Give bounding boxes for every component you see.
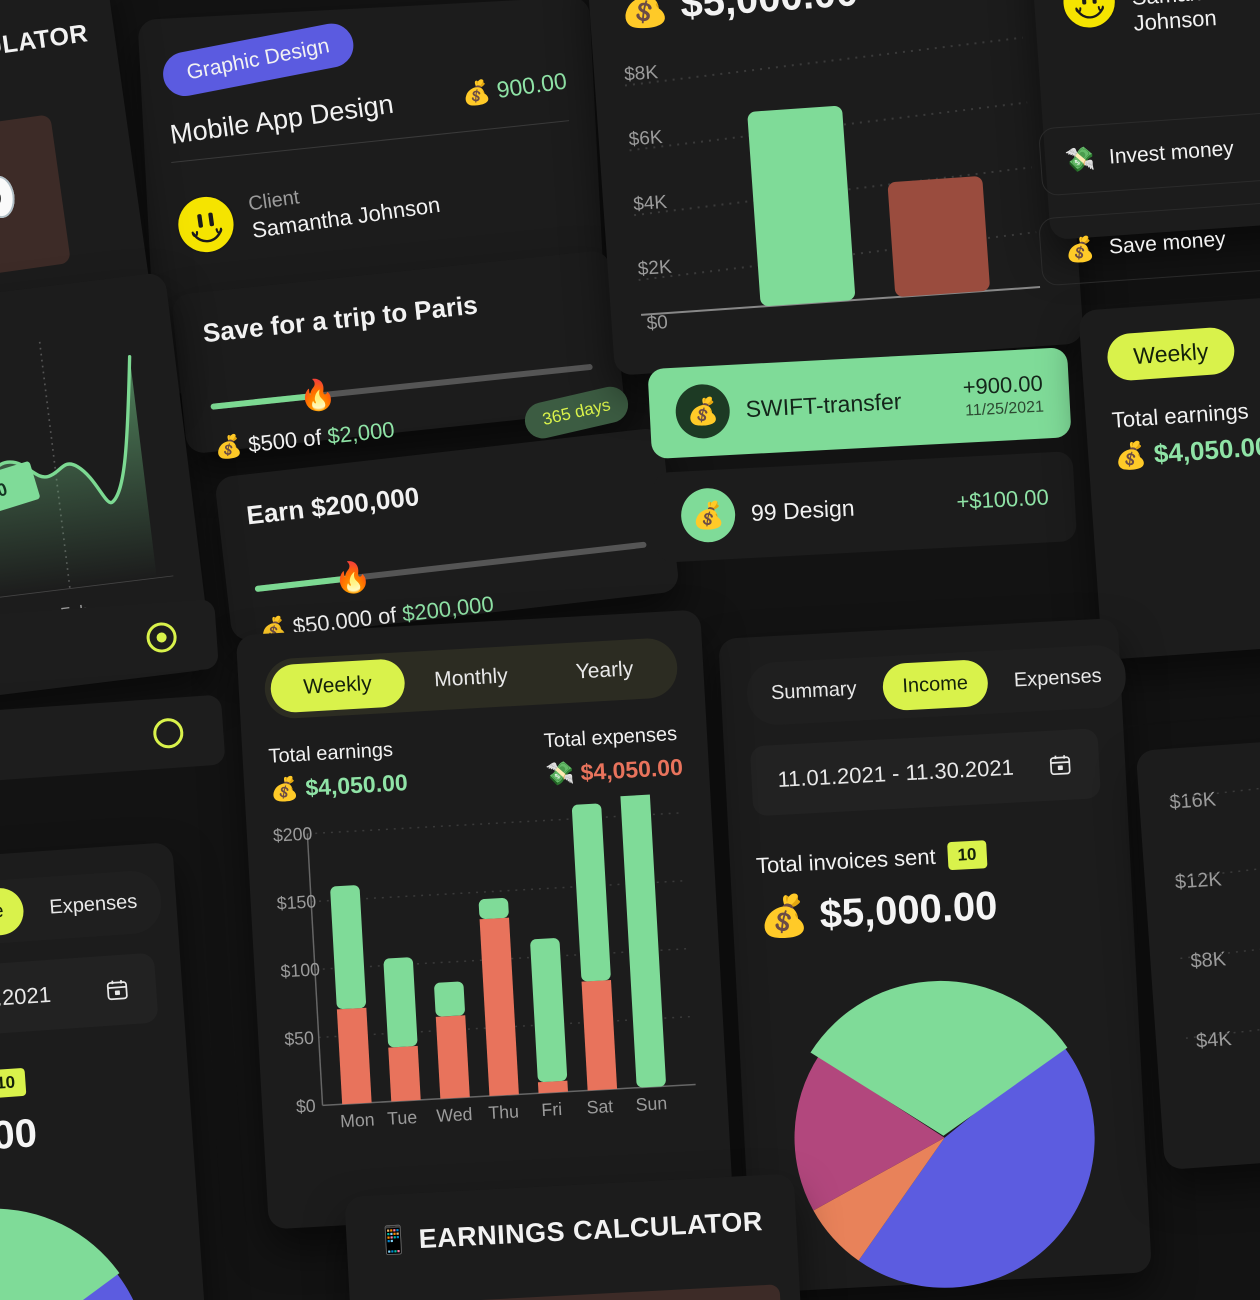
svg-text:$200: $200 <box>272 823 313 845</box>
svg-text:$2K: $2K <box>637 257 673 280</box>
svg-text:$4K: $4K <box>1195 1028 1233 1052</box>
svg-text:Mon: Mon <box>340 1109 375 1131</box>
svg-text:$0: $0 <box>295 1096 316 1117</box>
svg-text:$0: $0 <box>646 312 669 334</box>
svg-text:$150: $150 <box>276 891 317 913</box>
svg-text:Sat: Sat <box>586 1096 614 1118</box>
svg-text:Tue: Tue <box>387 1107 418 1129</box>
svg-text:$12K: $12K <box>1174 868 1223 893</box>
svg-text:$16K: $16K <box>1169 788 1218 813</box>
svg-text:$50: $50 <box>284 1028 315 1050</box>
svg-text:$4K: $4K <box>633 192 669 215</box>
svg-text:$8K: $8K <box>624 62 660 85</box>
svg-text:Thu: Thu <box>488 1101 520 1123</box>
svg-text:Sun: Sun <box>635 1093 668 1115</box>
svg-text:Fri: Fri <box>541 1099 563 1120</box>
svg-text:$6K: $6K <box>628 127 664 150</box>
svg-text:$8K: $8K <box>1190 948 1228 972</box>
svg-text:Wed: Wed <box>436 1104 473 1126</box>
svg-text:$100: $100 <box>280 959 321 981</box>
